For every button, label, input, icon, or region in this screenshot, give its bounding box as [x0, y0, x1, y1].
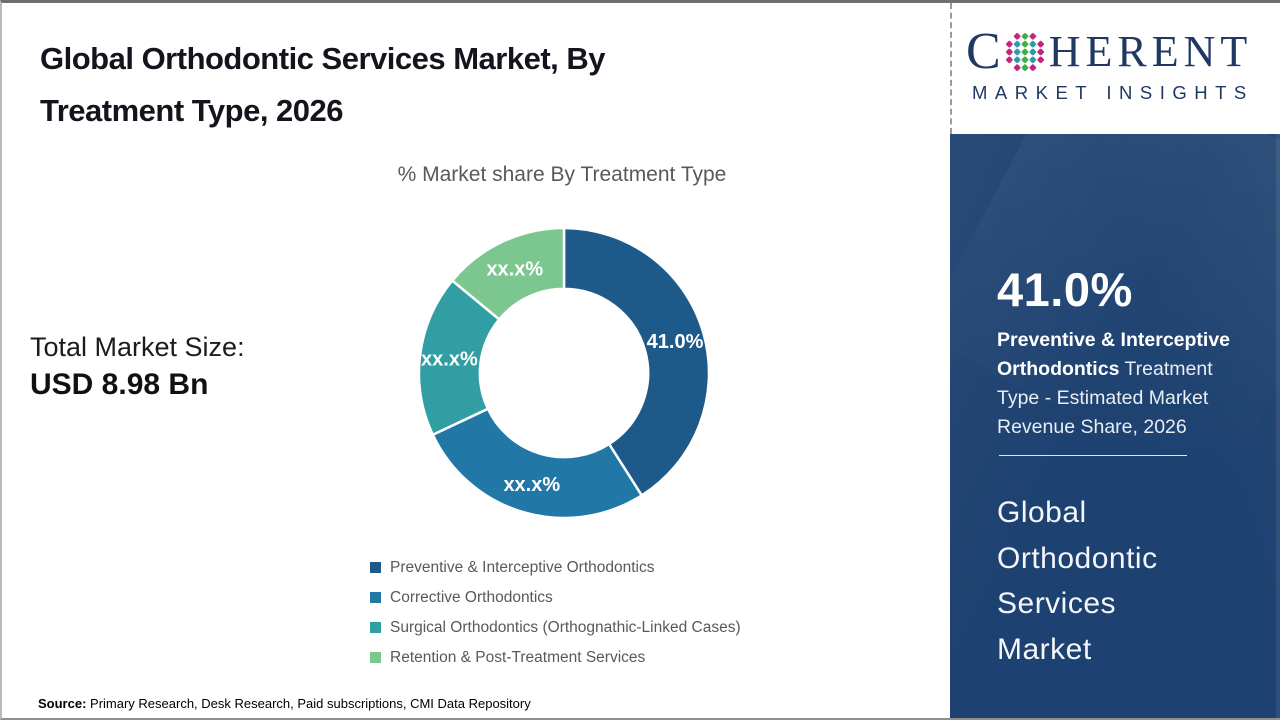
- donut-slice: [431, 407, 644, 520]
- market-name-line: Global: [997, 496, 1087, 529]
- source-line: Source: Primary Research, Desk Research,…: [38, 696, 531, 711]
- globe-dot: [1013, 40, 1021, 48]
- donut-chart: 41.0% xx.x% xx.x% xx.x%: [417, 226, 711, 520]
- legend-swatch: [370, 562, 381, 573]
- legend-item: Surgical Orthodontics (Orthognathic-Link…: [370, 618, 741, 639]
- legend-item: Retention & Post-Treatment Services: [370, 648, 741, 669]
- slice-value-label: 41.0%: [647, 331, 704, 353]
- brand-logo: C HERENT MARKET INSIGHTS: [950, 3, 1280, 134]
- donut-slice: [450, 226, 566, 322]
- globe-dot: [1013, 48, 1021, 56]
- globe-dot: [1021, 56, 1028, 64]
- sidebar-navy-panel: 41.0% Preventive & Interceptive Orthodon…: [950, 134, 1280, 718]
- total-market-size: Total Market Size: USD 8.98 Bn: [30, 329, 245, 405]
- total-market-size-value: USD 8.98 Bn: [30, 368, 209, 401]
- globe-dot: [1037, 48, 1044, 56]
- source-label: Source:: [38, 696, 87, 711]
- globe-dot: [1013, 56, 1021, 64]
- legend-label: Preventive & Interceptive Orthodontics: [390, 559, 655, 576]
- globe-dot: [1005, 48, 1013, 56]
- globe-dot: [1005, 56, 1013, 64]
- stat-description-regular: Treatment Type - Estimated Market Revenu…: [997, 358, 1213, 438]
- market-name-line: Orthodontic: [997, 541, 1158, 575]
- logo-letters-rest: HERENT: [1048, 27, 1253, 76]
- slice-value-label: xx.x%: [503, 474, 560, 496]
- globe-dot: [1037, 56, 1044, 64]
- globe-dot: [1029, 33, 1036, 40]
- globe-dot: [1005, 40, 1013, 48]
- legend-label: Corrective Orthodontics: [390, 589, 553, 606]
- globe-dot: [1029, 64, 1036, 71]
- legend-swatch: [370, 652, 381, 663]
- donut-slice: [562, 226, 711, 498]
- globe-dot: [1021, 48, 1028, 56]
- legend-label: Retention & Post-Treatment Services: [390, 649, 646, 666]
- logo-letter-c: C: [966, 23, 1003, 80]
- globe-dot: [1021, 33, 1028, 40]
- market-name-line: Market: [997, 632, 1092, 666]
- legend-swatch: [370, 592, 381, 603]
- chart-legend: Preventive & Interceptive Orthodontics C…: [370, 558, 741, 678]
- market-name-line: Services: [997, 587, 1117, 620]
- sidebar: C HERENT MARKET INSIGHTS 41.0% Preventiv…: [950, 3, 1280, 718]
- globe-dot: [1021, 40, 1028, 48]
- source-text: Primary Research, Desk Research, Paid su…: [86, 696, 531, 711]
- total-market-size-label: Total Market Size:: [30, 332, 245, 362]
- globe-dot: [1013, 64, 1021, 71]
- globe-dot: [1013, 33, 1021, 40]
- divider-line: [999, 455, 1187, 456]
- stat-description: Preventive & Interceptive Orthodontics T…: [997, 326, 1259, 442]
- legend-item: Preventive & Interceptive Orthodontics: [370, 558, 741, 579]
- globe-dot: [1037, 40, 1044, 48]
- stat-value: 41.0%: [997, 263, 1133, 316]
- page-title: Global Orthodontic Services Market, By T…: [40, 41, 606, 128]
- stat-description-bold: Preventive & Interceptive Orthodontics: [997, 329, 1231, 380]
- logo-wordmark: C HERENT: [966, 23, 1280, 80]
- legend-swatch: [370, 622, 381, 633]
- globe-dot: [1029, 48, 1036, 56]
- logo-subtitle: MARKET INSIGHTS: [972, 82, 1254, 103]
- donut-chart-container: 41.0% xx.x% xx.x% xx.x%: [404, 213, 724, 533]
- slice-value-label: xx.x%: [486, 258, 543, 280]
- chart-title: % Market share By Treatment Type: [397, 163, 727, 186]
- globe-dots-icon: [1005, 33, 1044, 71]
- legend-item: Corrective Orthodontics: [370, 588, 741, 609]
- globe-dot: [1029, 56, 1036, 64]
- slice-value-label: xx.x%: [421, 349, 478, 371]
- legend-label: Surgical Orthodontics (Orthognathic-Link…: [390, 619, 741, 636]
- globe-dot: [1029, 40, 1036, 48]
- globe-dot: [1021, 64, 1028, 71]
- market-name: Global Orthodontic Services Market: [997, 490, 1158, 672]
